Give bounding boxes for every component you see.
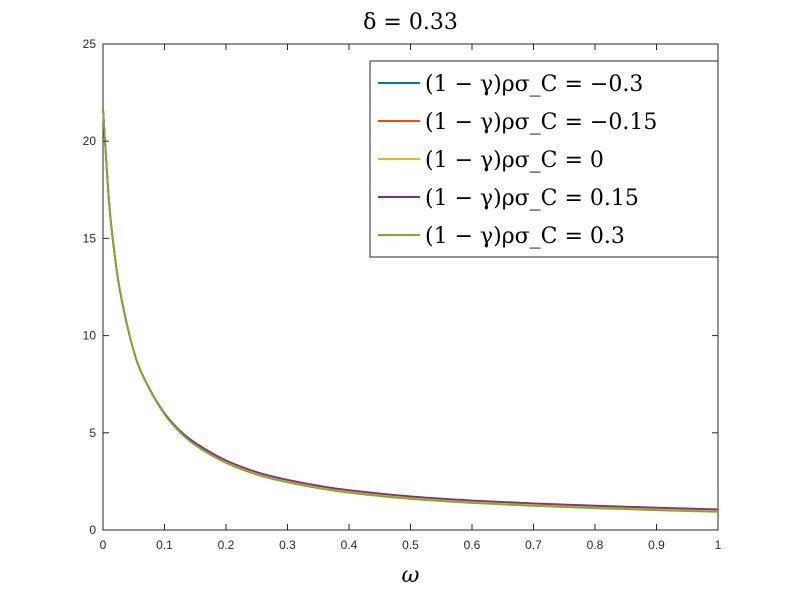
series-line-5 bbox=[102, 108, 719, 513]
y-tick-label: 10 bbox=[83, 329, 97, 343]
y-tick-label: 15 bbox=[83, 231, 97, 245]
x-tick-label: 0.5 bbox=[402, 538, 419, 552]
x-tick-label: 0.9 bbox=[648, 538, 665, 552]
x-tick-label: 1 bbox=[715, 538, 722, 552]
y-tick-label: 25 bbox=[83, 37, 97, 51]
y-tick-label: 0 bbox=[89, 523, 96, 537]
legend: (1 − γ)ρσ_C = −0.3 (1 − γ)ρσ_C = −0.15 (1 … bbox=[369, 60, 719, 258]
x-axis-label: ω bbox=[402, 563, 420, 588]
legend-box bbox=[369, 60, 719, 258]
x-tick-label: 0.1 bbox=[156, 538, 173, 552]
x-tick-label: 0 bbox=[100, 538, 107, 552]
x-tick-label: 0.8 bbox=[587, 538, 604, 552]
legend-label-5: (1 − γ)ρσ_C = 0.3 bbox=[425, 224, 625, 249]
x-tick-label: 0.4 bbox=[341, 538, 358, 552]
legend-label-3: (1 − γ)ρσ_C = 0 bbox=[425, 148, 604, 173]
x-tick-label: 0.6 bbox=[464, 538, 481, 552]
x-tick-label: 0.7 bbox=[525, 538, 542, 552]
y-tick-label: 5 bbox=[89, 426, 96, 440]
chart-title: δ = 0.33 bbox=[363, 10, 458, 35]
x-tick-label: 0.2 bbox=[218, 538, 235, 552]
legend-label-4: (1 − γ)ρσ_C = 0.15 bbox=[425, 186, 639, 211]
y-tick-label: 20 bbox=[83, 134, 97, 148]
x-tick-label: 0.3 bbox=[279, 538, 296, 552]
legend-label-1: (1 − γ)ρσ_C = −0.3 bbox=[425, 72, 643, 97]
legend-label-2: (1 − γ)ρσ_C = −0.15 bbox=[425, 110, 657, 135]
series-layer bbox=[102, 108, 719, 513]
